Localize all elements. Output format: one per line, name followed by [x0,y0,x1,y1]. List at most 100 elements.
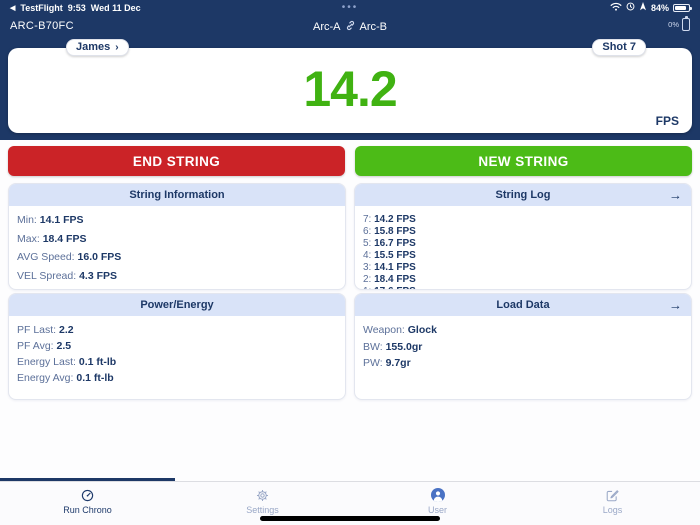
unit-a-label: Arc-A [313,21,341,33]
shot-number: 4: [363,250,372,261]
stat-label: Energy Avg: [17,372,74,384]
stat-label: Max: [17,232,40,245]
tab-settings[interactable]: Settings [175,482,350,525]
top-header-block: ◀ TestFlight 9:53 Wed 11 Dec ••• [0,0,700,140]
stat-row: Energy Avg: 0.1 ft-lb [17,372,337,384]
power-energy-body: PF Last: 2.2 PF Avg: 2.5 Energy Last: 0.… [9,316,345,384]
unit-link-status: Arc-A Arc-B [313,20,387,34]
status-bar: ◀ TestFlight 9:53 Wed 11 Dec ••• [0,0,700,15]
shot-velocity: 14.2 FPS [374,214,416,225]
stat-value: Glock [407,324,437,336]
stat-label: PF Last: [17,324,57,336]
profile-label: James [76,41,111,53]
string-information-body: Min: 14.1 FPS Max: 18.4 FPS AVG Speed: 1… [9,206,345,289]
status-time: 9:53 [67,2,86,13]
unit-b-label: Arc-B [359,21,388,33]
active-tab-indicator [0,478,175,481]
stat-value: 18.4 FPS [42,232,87,245]
string-log-panel: String Log → 7: 14.2 FPS 6: 15.8 FPS 5: … [354,183,692,290]
gear-icon [256,488,269,502]
location-arrow-icon [639,2,647,13]
stat-value: 2.2 [59,324,74,336]
stat-label: Std Dev: [17,288,57,289]
log-entry: 5: 16.7 FPS [363,238,683,249]
tab-label: User [427,505,447,515]
tab-run-chrono[interactable]: Run Chrono [0,482,175,525]
stat-label: Min: [17,214,37,226]
string-information-header: String Information [9,184,345,206]
string-log-header: String Log → [355,184,691,206]
load-data-body: Weapon: Glock BW: 155.0gr PW: 9.7gr [355,316,691,369]
panel-title: String Log [495,189,551,201]
profile-button[interactable]: James › [66,39,129,56]
shot-number: 5: [363,238,372,249]
stat-value: 0.1 ft-lb [78,356,117,368]
arrow-right-icon[interactable]: → [669,187,682,203]
shot-number: 6: [363,226,372,237]
home-indicator[interactable] [260,516,440,521]
stat-row: Max: 18.4 FPS [17,233,337,245]
load-data-panel: Load Data → Weapon: Glock BW: 155.0gr PW… [354,293,692,400]
unit-battery-status: 0% [668,16,690,31]
log-entry: 3: 14.1 FPS [363,262,683,273]
power-energy-panel: Power/Energy PF Last: 2.2 PF Avg: 2.5 En… [8,293,346,400]
velocity-reading-card: James › Shot 7 14.2 FPS [8,39,692,133]
power-energy-header: Power/Energy [9,294,345,316]
panel-title: String Information [129,189,225,201]
velocity-unit-label: FPS [655,114,679,128]
back-to-app-button[interactable]: ◀ TestFlight 9:53 Wed 11 Dec [10,3,141,13]
arrow-right-icon[interactable]: → [669,297,682,313]
shot-velocity: 18.4 FPS [374,274,416,285]
stat-value: 4.3 FPS [79,269,118,282]
device-name-label: ARC-B70FC [10,20,74,32]
link-icon [345,20,356,34]
compose-icon [606,488,619,502]
stat-row: VEL Spread: 4.3 FPS [17,270,337,282]
shot-velocity: 16.7 FPS [374,238,416,249]
stat-row: Energy Last: 0.1 ft-lb [17,356,337,368]
status-date: Wed 11 Dec [90,2,141,13]
panel-title: Load Data [496,299,550,311]
shot-velocity: 15.8 FPS [374,226,416,237]
log-entry: 6: 15.8 FPS [363,226,683,237]
multitasking-dots[interactable]: ••• [341,1,359,13]
new-string-button[interactable]: NEW STRING [355,146,692,176]
gauge-icon [81,488,94,502]
stat-label: Energy Last: [17,356,76,368]
shot-velocity: 17.6 FPS [374,286,416,289]
log-entry: 2: 18.4 FPS [363,274,683,285]
status-icons: 84% [610,2,692,13]
stat-value: 9.7gr [385,357,411,369]
log-entry: 1: 17.6 FPS [363,286,683,289]
shot-counter-badge[interactable]: Shot 7 [592,39,646,56]
stat-row: PW: 9.7gr [363,357,683,369]
tab-user[interactable]: User [350,482,525,525]
unit-battery-icon [682,16,690,31]
log-entry: 4: 15.5 FPS [363,250,683,261]
log-entry: 7: 14.2 FPS [363,214,683,225]
tab-label: Logs [602,505,623,515]
stat-row: Weapon: Glock [363,324,683,336]
user-icon [430,488,445,502]
end-string-button[interactable]: END STRING [8,146,345,176]
shot-number: 2: [363,274,372,285]
wifi-icon [610,2,622,13]
panel-title: Power/Energy [140,299,214,311]
load-data-header: Load Data → [355,294,691,316]
stat-value: 14.1 FPS [39,214,84,226]
tab-logs[interactable]: Logs [525,482,700,525]
stat-value: 16.0 FPS [77,251,122,263]
back-app-label: TestFlight [20,2,63,13]
stat-label: VEL Spread: [17,269,77,282]
action-button-row: END STRING NEW STRING [8,146,692,176]
stat-value: 2.5 [56,340,72,352]
stat-row: PF Avg: 2.5 [17,340,337,352]
shot-velocity: 14.1 FPS [374,262,416,273]
shot-velocity: 15.5 FPS [374,250,416,261]
stat-label: PW: [363,357,383,369]
stat-row: Std Dev: 1.5 [17,288,337,289]
battery-icon [673,3,692,12]
shot-number: 3: [363,262,372,273]
stat-value: 0.1 ft-lb [76,372,114,384]
tab-label: Settings [246,505,279,515]
